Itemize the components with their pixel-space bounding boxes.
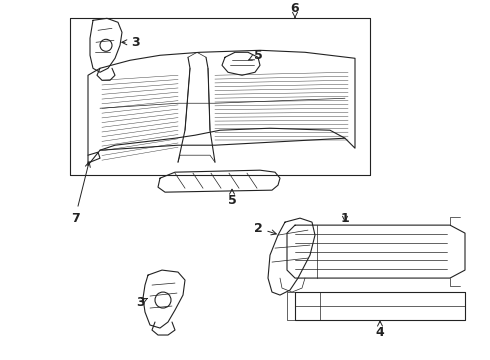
Text: 1: 1 — [341, 212, 349, 225]
Text: 2: 2 — [254, 222, 276, 235]
Text: 6: 6 — [291, 2, 299, 18]
Text: 3: 3 — [122, 36, 139, 49]
Text: 3: 3 — [136, 296, 147, 309]
Text: 5: 5 — [248, 49, 262, 62]
Text: 4: 4 — [376, 321, 384, 338]
Text: 5: 5 — [228, 189, 236, 207]
Text: 7: 7 — [71, 162, 90, 225]
